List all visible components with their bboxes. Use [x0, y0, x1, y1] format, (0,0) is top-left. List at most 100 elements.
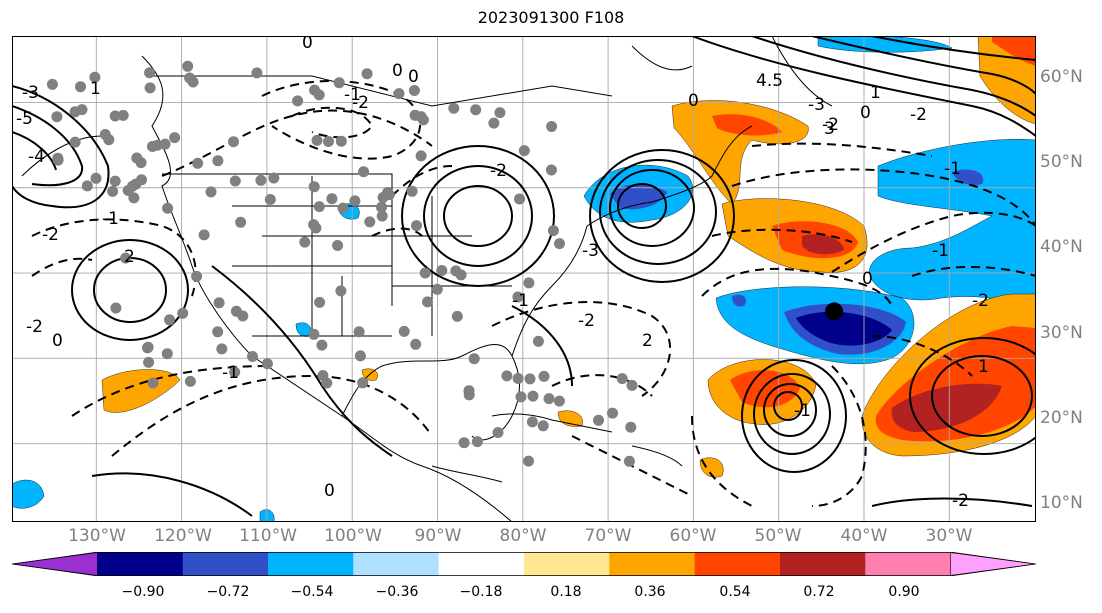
map-frame [12, 36, 1036, 522]
station-dot [184, 375, 196, 387]
station-dot [251, 67, 263, 79]
station-dot [308, 328, 320, 340]
contour-label: 0 [860, 103, 871, 123]
station-dot [409, 109, 421, 121]
contour-label: -2 [578, 311, 595, 331]
station-dot [543, 393, 555, 405]
lon-label-40w: 40°W [840, 526, 888, 546]
contour-high-greatlakes [443, 185, 513, 247]
station-dot [229, 366, 241, 378]
station-dot [376, 201, 387, 213]
contour-label: 0 [862, 269, 873, 289]
station-dot [398, 325, 410, 337]
contour-label: 2 [642, 331, 653, 351]
contour-label: 4.5 [756, 71, 783, 91]
station-dot [415, 150, 427, 162]
colorbar-tick: 0.90 [888, 584, 920, 600]
station-dot [417, 114, 429, 126]
station-dot [546, 121, 558, 132]
station-dot [147, 377, 159, 389]
station-dot [308, 219, 320, 231]
station-dot [299, 236, 311, 248]
forecast-map: 00-1-2-3-5-41-2-10-2-12-20-1-22-1-34.531… [12, 36, 1036, 522]
station-dot [212, 326, 224, 338]
station-dot [311, 134, 323, 146]
contour-label: -5 [16, 109, 33, 129]
station-dot [247, 351, 258, 362]
contour-hurricane [773, 391, 803, 421]
lat-label-30n: 30°N [1040, 323, 1083, 343]
lon-label-50w: 50°W [754, 526, 802, 546]
station-dot [545, 164, 557, 176]
station-dot [333, 77, 345, 89]
station-dot [436, 265, 448, 276]
contour-label: -1 [222, 363, 239, 383]
colorbar-tick: −0.72 [206, 584, 250, 600]
map-background [12, 36, 1036, 522]
contour-label: 1 [978, 357, 989, 377]
station-dot [169, 132, 181, 144]
station-dot [75, 81, 86, 93]
colorbar [11, 551, 1037, 577]
station-dot [235, 216, 247, 228]
station-dot [323, 136, 334, 147]
station-dot [361, 68, 373, 80]
station-dot [135, 157, 147, 169]
station-dot [471, 436, 483, 448]
lat-label-10n: 10°N [1040, 493, 1083, 513]
station-dot [321, 377, 333, 389]
colorbar-outline [11, 552, 1036, 576]
contour-label: -3 [22, 83, 39, 103]
lat-label-60n: 60°N [1040, 67, 1083, 87]
station-dot [52, 152, 64, 164]
anomaly-navy-subtropical [796, 311, 892, 346]
station-dot [448, 102, 460, 114]
contour-labels: 00-1-2-3-5-41-2-10-2-12-20-1-22-1-34.531… [16, 36, 989, 511]
lon-label-60w: 60°W [669, 526, 717, 546]
colorbar-segment [780, 552, 866, 576]
station-dot [537, 420, 549, 432]
station-dot [309, 84, 320, 96]
contour-label: -1 [932, 241, 949, 261]
station-dot [81, 180, 93, 192]
station-dot [216, 343, 228, 355]
station-dot [357, 377, 369, 389]
station-dot [192, 157, 204, 169]
contour-label: 0 [408, 67, 419, 87]
contour-label: 1 [870, 83, 881, 103]
station-dot [182, 60, 194, 72]
lat-label-20n: 20°N [1040, 408, 1083, 428]
station-dot [358, 166, 370, 178]
station-dot [458, 437, 470, 449]
station-dot [109, 110, 121, 122]
station-dot [349, 195, 361, 207]
lat-label-50n: 50°N [1040, 152, 1083, 172]
station-dot [411, 220, 422, 232]
station-dot [532, 335, 544, 347]
station-dot [422, 296, 433, 308]
station-dot [335, 135, 347, 147]
station-dot [161, 348, 173, 360]
station-dot [554, 238, 565, 250]
station-dot [512, 373, 524, 384]
station-dot [212, 155, 224, 167]
station-dot [69, 136, 81, 148]
station-dot [213, 297, 225, 309]
station-dot [354, 350, 366, 362]
lon-label-130w: 130°W [68, 526, 126, 546]
contour-label: -2 [352, 93, 369, 113]
contours [12, 36, 1036, 517]
station-dot [292, 95, 304, 107]
colorbar-segment [268, 552, 354, 576]
station-dot [90, 172, 102, 184]
lon-label-70w: 70°W [584, 526, 632, 546]
station-dot [89, 71, 101, 83]
colorbar-segment [609, 552, 696, 576]
station-dot [410, 338, 422, 350]
station-dot [151, 139, 163, 151]
station-markers [46, 60, 638, 467]
lon-label-80w: 80°W [499, 526, 547, 546]
station-dot [120, 252, 132, 264]
lon-label-90w: 90°W [414, 526, 462, 546]
contour-label: -4 [28, 147, 45, 167]
